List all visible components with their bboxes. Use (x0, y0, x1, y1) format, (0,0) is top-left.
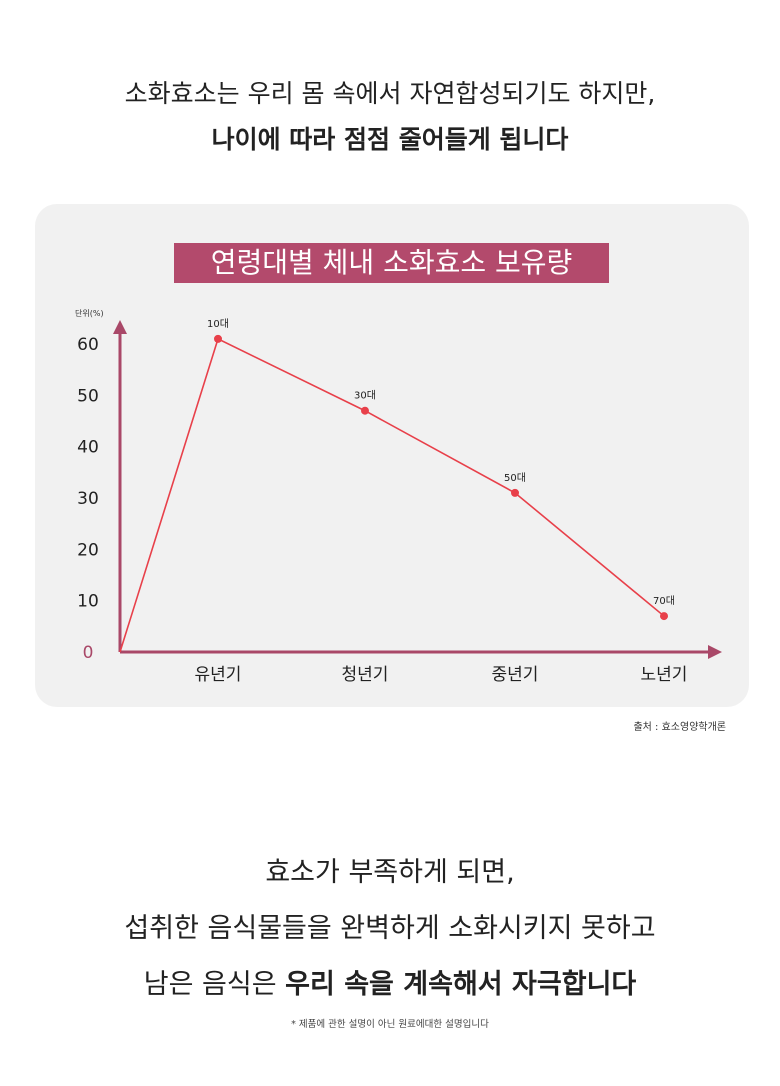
y-axis-unit-label: 단위(%) (75, 308, 104, 318)
x-tick-label: 노년기 (641, 665, 688, 685)
data-point (511, 488, 519, 497)
series-line (119, 337, 665, 653)
y-tick-label: 40 (77, 438, 99, 458)
data-label: 50대 (504, 472, 526, 484)
y-tick-label: 50 (77, 386, 99, 406)
data-label: 70대 (653, 595, 675, 607)
x-axis-arrow (708, 645, 722, 659)
data-label: 30대 (354, 390, 376, 402)
x-tick-label: 청년기 (342, 665, 389, 685)
outro-line-2: 섭취한 음식물들을 완벽하게 소화시키지 못하고 (124, 913, 656, 944)
x-tick-label: 중년기 (492, 665, 539, 685)
chart-title: 연령대별 체내 소화효소 보유량 (174, 243, 609, 283)
chart-card (35, 204, 749, 707)
outro-line-1: 효소가 부족하게 되면, (265, 857, 515, 888)
line-chart: 단위(%) 0 10 20 30 40 50 60 유년기 청년기 중년기 노년기 10대 30대 50대 7… (75, 308, 722, 685)
data-point (660, 612, 668, 621)
y-tick-label: 10 (77, 592, 99, 612)
footnote: * 제품에 관한 설명이 아닌 원료에대한 설명입니다 (291, 1019, 489, 1030)
x-tick-label: 유년기 (195, 665, 242, 685)
outro-line-3: 남은 음식은 우리 속을 계속해서 자극합니다 (0, 962, 780, 1001)
outro-line-3-plain: 남은 음식은 (143, 969, 286, 1000)
data-label: 10대 (207, 318, 229, 330)
y-tick-label: 60 (77, 335, 99, 355)
data-point (361, 406, 369, 415)
y-axis-arrow (113, 320, 127, 334)
y-tick-label: 0 (83, 643, 94, 663)
intro-line-1: 소화효소는 우리 몸 속에서 자연합성되기도 하지만, (124, 79, 656, 108)
outro-line-3-bold: 우리 속을 계속해서 자극합니다 (285, 969, 637, 1000)
source-caption: 출처 : 효소영양학개론 (633, 722, 726, 733)
intro-line-2: 나이에 따라 점점 줄어들게 됩니다 (211, 125, 569, 154)
y-tick-label: 20 (77, 540, 99, 560)
y-tick-label: 30 (77, 489, 99, 509)
data-point (214, 334, 222, 343)
